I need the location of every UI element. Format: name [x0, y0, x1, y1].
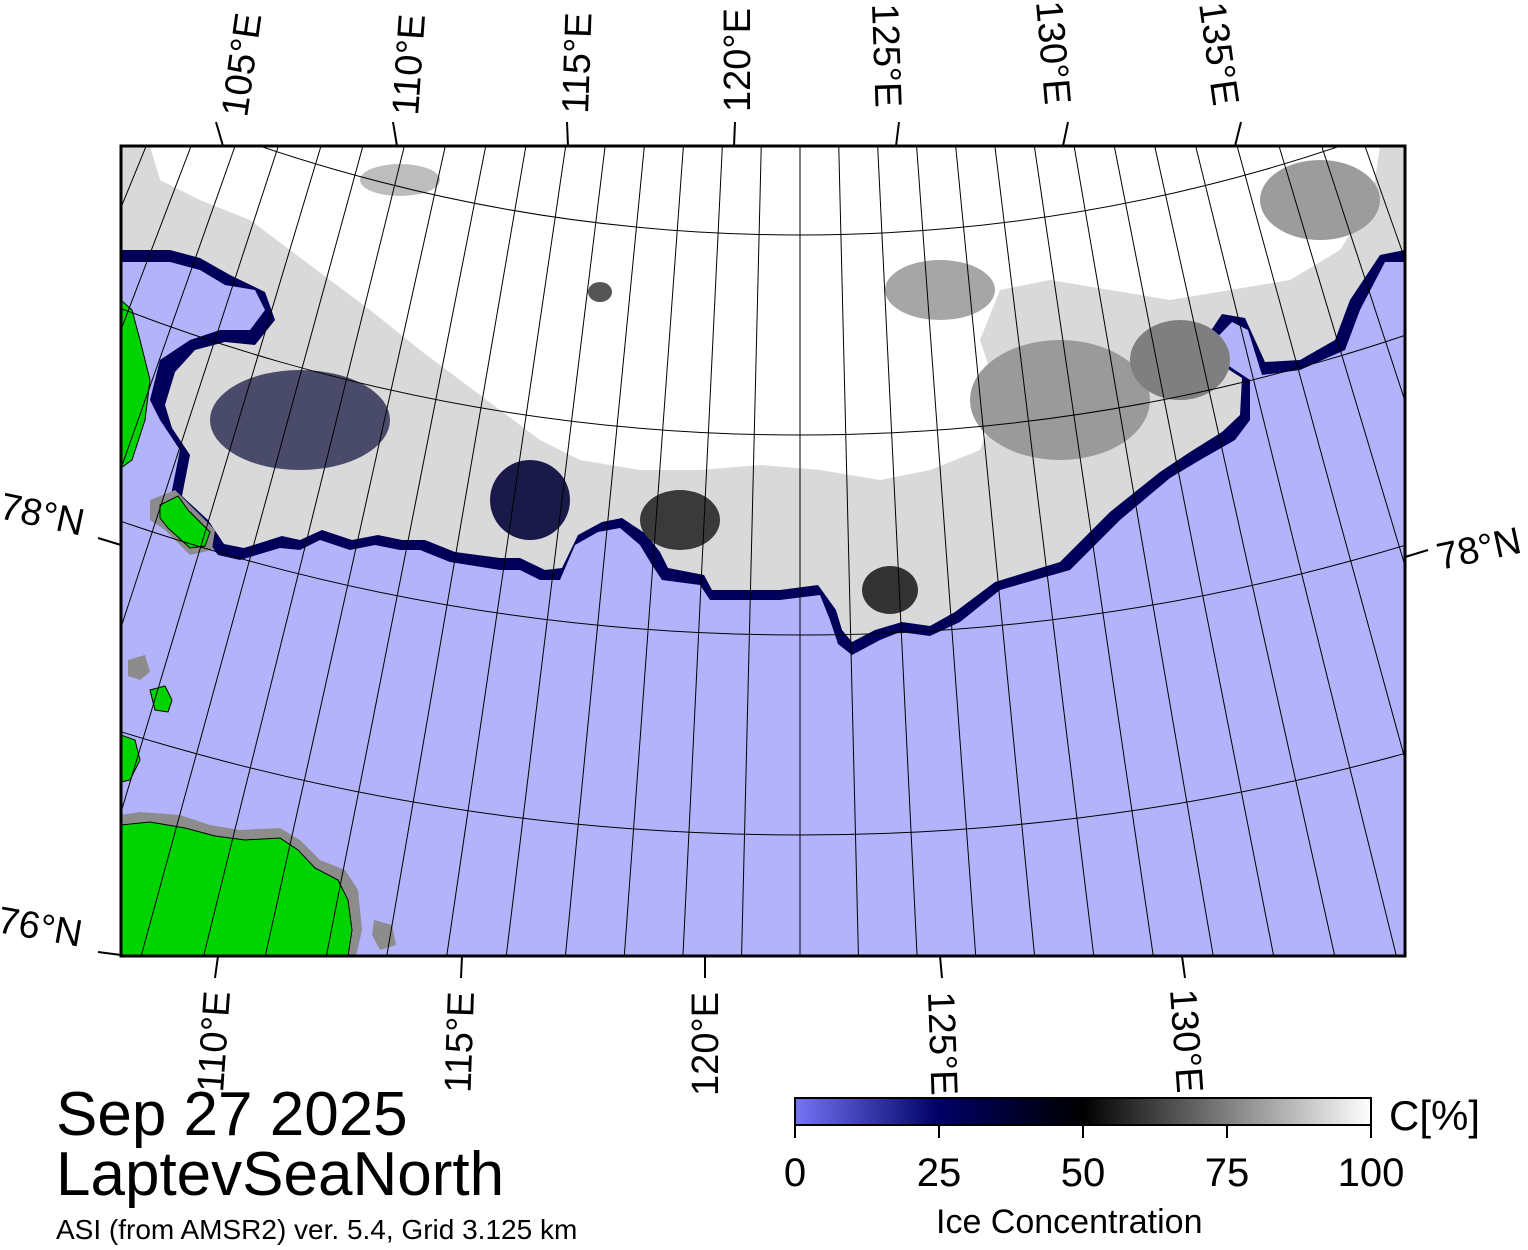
meridian-line — [1195, 146, 1397, 956]
land-island-small-3 — [128, 655, 150, 680]
meridian-line — [1154, 146, 1336, 956]
ice-dark-patches — [210, 160, 1380, 614]
meridian-line — [1468, 0, 1528, 788]
meridian-line — [1113, 146, 1275, 956]
meridian-line — [564, 146, 645, 956]
map-data-source: ASI (from AMSR2) ver. 5.4, Grid 3.125 km — [56, 1214, 578, 1245]
meridian-line — [877, 146, 918, 956]
colorbar — [794, 1097, 1372, 1138]
meridian-line — [446, 146, 567, 956]
meridian-line — [121, 146, 236, 470]
land-island-small-1-green — [159, 495, 211, 549]
land — [121, 299, 396, 956]
lon-label-bottom: 110°E — [190, 990, 239, 1094]
colorbar-tick-label: 0 — [783, 1151, 807, 1195]
meridian-line — [121, 146, 279, 630]
meridian-line — [916, 146, 977, 956]
meridian-line — [955, 146, 1036, 956]
meridian-line — [1033, 146, 1154, 956]
map-frame — [119, 144, 1407, 958]
map-date: Sep 27 2025 — [56, 1080, 408, 1149]
meridian-line — [0, 0, 132, 788]
map-ticks — [97, 121, 1429, 979]
graticule — [0, 0, 1528, 956]
top-longitude-labels: 105°E 110°E 115°E 120°E 125°E 130°E 135°… — [214, 0, 1246, 119]
lat-label-left: 78°N — [0, 486, 88, 545]
lon-label-top: 105°E — [214, 10, 270, 119]
map-region-name: LaptevSeaNorth — [56, 1140, 505, 1209]
meridian-line — [1073, 146, 1214, 956]
lon-label-top: 135°E — [1190, 0, 1246, 108]
map-area — [0, 0, 1528, 956]
colorbar-tick-label: 75 — [1204, 1151, 1250, 1195]
land-island-north — [121, 299, 151, 469]
meridian-line — [325, 146, 487, 956]
land-island-small-4 — [121, 734, 141, 783]
lon-label-top: 120°E — [717, 8, 759, 112]
lon-label-bottom: 130°E — [1161, 988, 1210, 1095]
meridian-line — [682, 146, 723, 956]
lon-label-bottom: 125°E — [919, 991, 965, 1096]
lon-label-top: 110°E — [385, 13, 434, 117]
meridian-line — [386, 146, 527, 956]
colorbar-gradient — [794, 1097, 1372, 1126]
land-island-small-2 — [149, 685, 173, 713]
meridian-line — [1435, 0, 1528, 815]
land-mainland-taymyr-green — [121, 821, 353, 956]
lon-label-bottom: 120°E — [685, 992, 727, 1096]
colorbar-ticks — [794, 1125, 1372, 1138]
colorbar-tick-label: 50 — [1060, 1151, 1106, 1195]
meridian-line — [1501, 0, 1528, 761]
meridian-line — [140, 146, 364, 956]
meridian-line — [741, 146, 762, 956]
meridian-line — [994, 146, 1095, 956]
lon-label-top: 130°E — [1027, 0, 1078, 106]
land-island-small-5 — [372, 920, 396, 950]
colorbar-tick-label: 25 — [916, 1151, 962, 1195]
meridian-line — [203, 146, 405, 956]
lon-label-top: 125°E — [863, 3, 909, 108]
meridian-line — [623, 146, 684, 956]
lat-label-right: 78°N — [1433, 520, 1525, 579]
meridian-line — [1236, 146, 1405, 762]
lon-label-bottom: 115°E — [437, 991, 483, 1094]
sea-ice-core — [150, 146, 1380, 480]
meridian-line — [505, 146, 606, 956]
colorbar-tick-label: 100 — [1337, 1151, 1405, 1195]
meridian-line — [0, 0, 99, 761]
meridian-line — [0, 0, 36, 701]
lat-label-left: 76°N — [0, 900, 85, 956]
meridian-line — [0, 0, 67, 731]
lon-label-top: 115°E — [555, 12, 601, 115]
meridian-line — [264, 146, 446, 956]
bottom-longitude-labels: 110°E 115°E 120°E 125°E 130°E — [190, 988, 1210, 1097]
meridian-line — [1402, 0, 1528, 840]
meridian-line — [838, 146, 859, 956]
colorbar-title: Ice Concentration — [936, 1203, 1203, 1241]
colorbar-unit-label: C[%] — [1389, 1092, 1481, 1139]
